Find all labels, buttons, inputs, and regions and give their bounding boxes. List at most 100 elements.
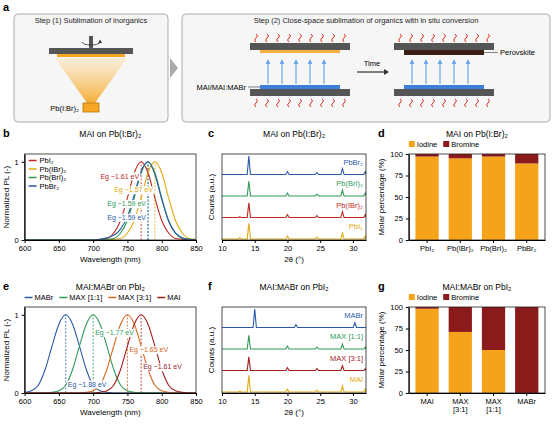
heater <box>332 99 335 107</box>
rotation-arrow <box>82 42 100 45</box>
figure: aStep (1) Sublimation of inorganicsStep … <box>0 0 554 435</box>
x-tick: 25 <box>317 240 325 253</box>
x-tick: MAI <box>420 393 433 406</box>
x-tick-mark <box>287 393 288 396</box>
vapor-arrow <box>323 63 324 84</box>
series-line <box>25 315 196 393</box>
x-tick-mark <box>93 393 94 396</box>
x-axis-line <box>409 393 545 394</box>
y-tick: 0 <box>14 389 24 398</box>
y-tick-mark <box>406 219 409 220</box>
heater <box>343 34 346 42</box>
y-tick-label: 100 <box>390 150 403 159</box>
chart-title: MAI on Pb(I:Br)₂ <box>263 129 325 139</box>
vapor-arrow-head <box>308 59 313 64</box>
bar <box>449 307 472 332</box>
plot-frame <box>409 307 545 393</box>
label-patch <box>106 214 147 222</box>
x-axis-line <box>25 393 196 394</box>
vapor-arrow-head <box>294 59 299 64</box>
y-axis-line <box>409 155 410 241</box>
eg-label: Eg ~1.59 eV <box>107 214 146 222</box>
x-tick-mark <box>127 240 128 243</box>
label-patch <box>113 186 154 194</box>
series-line <box>222 375 366 392</box>
panel-letter: f <box>208 280 212 292</box>
plot-area <box>222 156 366 239</box>
series-line <box>222 223 366 239</box>
legend-swatch <box>157 297 165 299</box>
step-arrow <box>170 58 178 78</box>
x-tick: 800 <box>156 240 169 253</box>
x-tick-label: 850 <box>190 244 203 253</box>
x-tick: 30 <box>349 240 357 253</box>
eg-label: Eg ~1.59 eV <box>107 200 146 208</box>
x-tick-label: 20 <box>284 397 292 406</box>
y-tick: 0 <box>14 236 24 245</box>
series-line <box>25 315 196 393</box>
x-axis: PbI₂Pb(IBr)₂Pb(BrI)₂PbBr₂ <box>409 240 545 253</box>
vapor-arrow-head <box>424 59 429 64</box>
plot-area <box>415 154 538 240</box>
x-tick-mark <box>460 240 461 243</box>
x-tick-label: 800 <box>156 244 169 253</box>
series-line <box>25 162 196 240</box>
chart-title: MAI:MABr on PbI₂ <box>76 282 145 292</box>
x-tick: PbBr₂ <box>517 240 537 253</box>
substrate-holder <box>49 48 133 54</box>
time-arrow-head <box>384 69 389 75</box>
y-tick-mark <box>22 315 25 316</box>
y-tick-label: 25 <box>394 367 402 376</box>
x-tick-label: 800 <box>156 397 169 406</box>
substrate <box>57 54 125 57</box>
y-tick-label: 1 <box>14 311 18 320</box>
legend-label: MABr <box>35 293 54 302</box>
label-patch <box>106 200 147 208</box>
rotation-arrow-head <box>98 40 102 44</box>
plot-frame <box>25 154 196 240</box>
x-tick-label: Pb(BrI)₂ <box>480 244 507 253</box>
vapor-arrow-head <box>280 59 285 64</box>
vapor-arrow-head <box>438 59 443 64</box>
heater <box>421 34 424 42</box>
vapor-arrow <box>467 63 468 84</box>
heater <box>255 99 258 107</box>
plot-area <box>222 309 366 392</box>
label-patch <box>142 363 183 371</box>
heater <box>443 99 446 107</box>
heater <box>288 99 291 107</box>
y-tick-mark <box>406 350 409 351</box>
y-axis-title: Normalized PL (-) <box>2 318 11 381</box>
x-tick-mark <box>255 393 256 396</box>
x-tick-label: 750 <box>122 244 135 253</box>
heater <box>410 34 413 42</box>
bar <box>482 307 505 350</box>
organic-source <box>404 85 484 89</box>
plot-area <box>25 162 196 240</box>
step-box <box>182 14 550 122</box>
vapor-arrow <box>281 63 282 84</box>
x-tick-label: 15 <box>251 244 259 253</box>
heater <box>399 34 402 42</box>
plot-area <box>415 307 538 393</box>
chart-panel: eMAI:MABr on PbI₂60065070075080085001Wav… <box>2 280 203 417</box>
x-tick: 750 <box>122 240 135 253</box>
step-title: Step (2) Close-space sublimation of orga… <box>254 16 479 25</box>
y-tick-label: 0 <box>399 389 403 398</box>
x-tick-label: 600 <box>19 244 32 253</box>
y-axis-title: Molar percentage (%) <box>377 311 386 388</box>
x-tick-mark <box>287 240 288 243</box>
x-tick: 600 <box>19 393 32 406</box>
x-tick-label: 650 <box>53 244 66 253</box>
heater <box>310 99 313 107</box>
y-tick-mark <box>406 197 409 198</box>
x-tick: 700 <box>87 240 100 253</box>
legend-swatch <box>59 297 67 299</box>
x-tick: 10 <box>218 240 226 253</box>
x-tick-mark <box>460 393 461 396</box>
legend-swatch <box>25 297 33 299</box>
y-axis-line <box>25 155 26 241</box>
x-tick: 25 <box>317 393 325 406</box>
x-tick: 20 <box>284 240 292 253</box>
heater <box>476 99 479 107</box>
